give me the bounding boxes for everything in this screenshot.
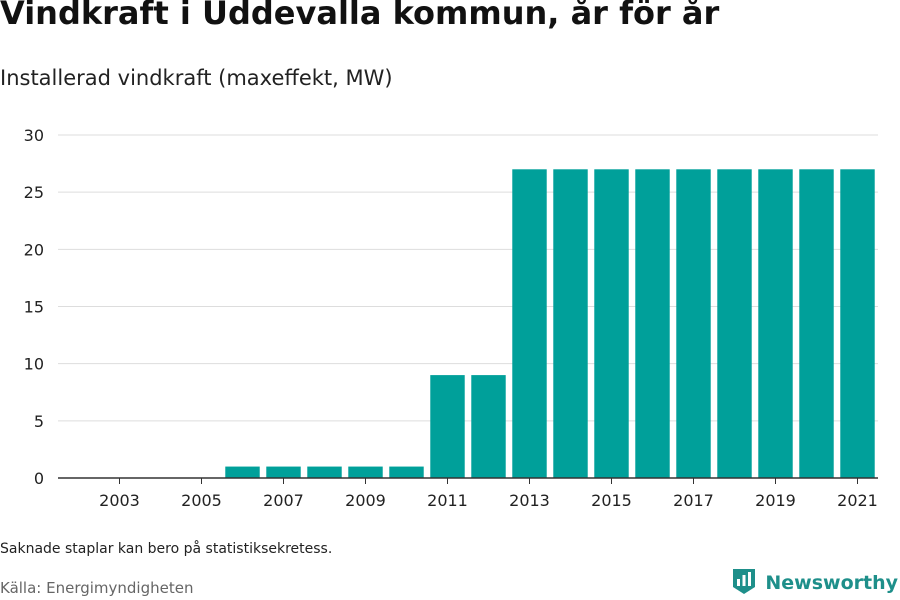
x-tick-label: 2015 bbox=[591, 491, 632, 510]
bar-2006 bbox=[225, 466, 260, 478]
bar-2008 bbox=[307, 466, 342, 478]
brand-name: Newsworthy bbox=[765, 572, 898, 594]
bar-2016 bbox=[635, 169, 670, 479]
bar-2020 bbox=[799, 169, 834, 479]
bar-2010 bbox=[389, 466, 424, 478]
bar-2009 bbox=[348, 466, 383, 478]
x-tick-label: 2007 bbox=[263, 491, 304, 510]
y-axis-ticks: 0 5 10 15 20 25 30 bbox=[24, 126, 44, 488]
chart-subtitle: Installerad vindkraft (maxeffekt, MW) bbox=[0, 66, 393, 90]
newsworthy-logo-icon bbox=[731, 567, 757, 599]
x-tick-label: 2017 bbox=[673, 491, 714, 510]
y-tick-label: 0 bbox=[34, 469, 44, 488]
y-tick-label: 5 bbox=[34, 412, 44, 431]
y-tick-label: 20 bbox=[24, 240, 44, 259]
x-tick-label: 2013 bbox=[509, 491, 550, 510]
x-tick-label: 2019 bbox=[755, 491, 796, 510]
x-tick-label: 2011 bbox=[427, 491, 468, 510]
y-tick-label: 10 bbox=[24, 355, 44, 374]
y-tick-label: 30 bbox=[24, 126, 44, 145]
bar-2014 bbox=[553, 169, 588, 479]
bar-2018 bbox=[717, 169, 752, 479]
bar-2011 bbox=[430, 375, 465, 478]
brand-logo[interactable]: Newsworthy bbox=[731, 567, 898, 599]
bars bbox=[225, 169, 875, 479]
footnote: Saknade staplar kan bero på statistiksek… bbox=[0, 541, 333, 557]
y-tick-label: 15 bbox=[24, 298, 44, 317]
x-axis-ticks: 2003 2005 2007 2009 2011 2013 2015 2017 2019 2021 bbox=[99, 478, 878, 510]
x-tick-label: 2003 bbox=[99, 491, 140, 510]
bar-2012 bbox=[471, 375, 506, 478]
x-tick-label: 2009 bbox=[345, 491, 386, 510]
x-tick-label: 2005 bbox=[181, 491, 222, 510]
bar-2021 bbox=[840, 169, 875, 479]
bar-2017 bbox=[676, 169, 711, 479]
y-tick-label: 25 bbox=[24, 183, 44, 202]
bar-2019 bbox=[758, 169, 793, 479]
grid-lines bbox=[58, 134, 878, 422]
source-credit: Källa: Energimyndigheten bbox=[0, 579, 194, 597]
bar-2007 bbox=[266, 466, 301, 478]
bar-2015 bbox=[594, 169, 629, 479]
bar-2013 bbox=[512, 169, 547, 479]
chart-title: Vindkraft i Uddevalla kommun, år för år bbox=[0, 0, 720, 32]
x-tick-label: 2021 bbox=[837, 491, 878, 510]
bar-chart: 0 5 10 15 20 25 30 2003 2005 2007 2009 2011 2013 201… bbox=[24, 126, 878, 510]
